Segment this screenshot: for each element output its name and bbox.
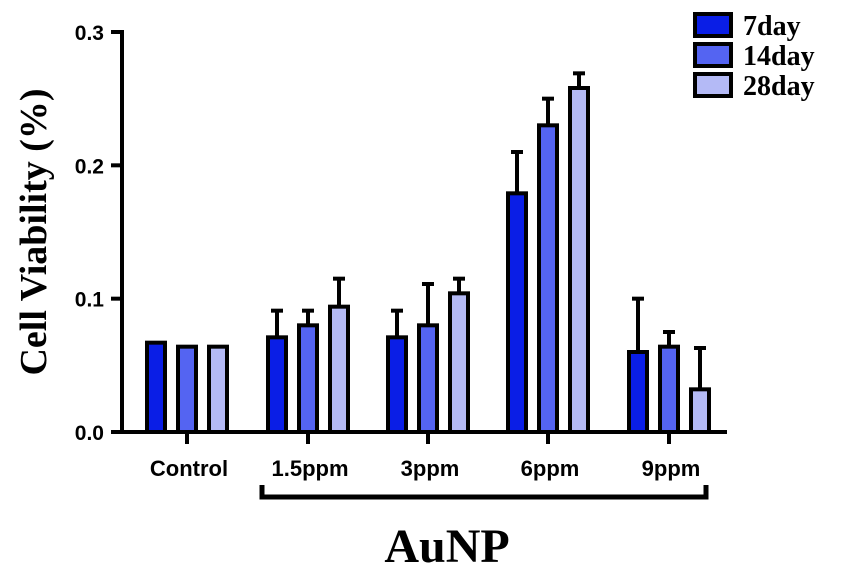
group-bracket-line: [259, 485, 709, 500]
bar-28day-9ppm: [689, 387, 711, 435]
y-tick-label: 0.3: [75, 22, 104, 45]
bar-7day-1.5ppm: [266, 335, 288, 435]
group-label: AuNP: [384, 520, 509, 567]
y-axis-label: Cell Viability (%): [13, 88, 55, 375]
y-tick-label: 0.2: [75, 155, 104, 178]
bar-7day-6ppm: [506, 191, 528, 434]
bar-14day-3ppm: [417, 323, 439, 435]
legend-swatch-7day: [693, 12, 733, 38]
bar-28day-6ppm: [568, 86, 590, 434]
bar-7day-3ppm: [386, 335, 408, 435]
bar-7day-Control: [145, 340, 167, 434]
bar-28day-Control: [207, 344, 229, 434]
x-tick-label: Control: [150, 456, 228, 481]
y-tick-label: 0.1: [75, 289, 105, 312]
legend-swatch-14day: [693, 42, 733, 68]
x-tick-label: 9ppm: [642, 456, 701, 481]
x-tick-label: 6ppm: [521, 456, 580, 481]
legend-swatch-28day: [693, 72, 733, 98]
x-tick-label: 3ppm: [401, 456, 460, 481]
bar-7day-9ppm: [627, 350, 649, 434]
axes-layer: [120, 30, 727, 434]
bar-14day-6ppm: [537, 123, 559, 434]
group-bracket: [259, 485, 709, 500]
bar-28day-3ppm: [448, 291, 470, 435]
bar-14day-1.5ppm: [297, 323, 319, 435]
legend-label: 7day: [743, 11, 801, 42]
bar-14day-9ppm: [658, 344, 680, 434]
bar-14day-Control: [176, 344, 198, 434]
y-tick-label: 0.0: [75, 422, 104, 445]
bars-layer: [145, 71, 711, 435]
bar-28day-1.5ppm: [328, 304, 350, 434]
x-tick-label: 1.5ppm: [271, 456, 348, 481]
legend-label: 28day: [743, 71, 815, 102]
legend-label: 14day: [743, 41, 815, 72]
ticks-layer: 0.0 0.1 0.2 0.3 Control 1.5ppm 3ppm 6ppm 9ppm: [75, 22, 701, 481]
